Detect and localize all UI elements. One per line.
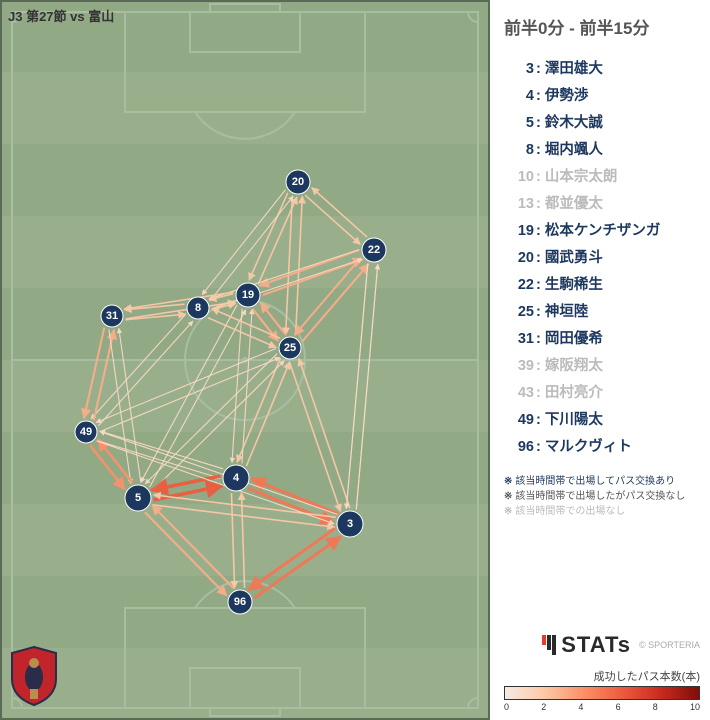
player-row-20: 20:國武勇斗 [504,246,700,267]
svg-text:96: 96 [234,596,246,608]
player-num: 13 [504,196,534,212]
player-num: 8 [504,142,534,158]
player-num: 43 [504,385,534,401]
player-row-96: 96:マルクヴィト [504,435,700,456]
player-num: 19 [504,223,534,239]
player-row-19: 19:松本ケンチザンガ [504,219,700,240]
player-num: 49 [504,412,534,428]
stats-logo-icon: STATs [542,632,631,658]
player-name: 田村亮介 [545,381,603,402]
svg-text:5: 5 [135,492,141,504]
player-num: 22 [504,277,534,293]
player-num: 25 [504,304,534,320]
svg-text:49: 49 [80,426,92,438]
colorbar-tick: 4 [578,702,583,712]
player-name: 下川陽太 [545,408,603,429]
stats-text: STATs [561,632,631,658]
legend: ※該当時間帯で出場してパス交換あり※該当時間帯で出場したがパス交換なし※該当時間… [504,474,700,519]
player-list: 3:澤田雄大 4:伊勢渉 5:鈴木大誠 8:堀内颯人 10:山本宗太朗 13:都並優太 19… [504,57,700,456]
player-name: 鈴木大誠 [545,111,603,132]
player-num: 96 [504,439,534,455]
player-row-43: 43:田村亮介 [504,381,700,402]
player-row-5: 5:鈴木大誠 [504,111,700,132]
colorbar [504,686,700,700]
time-period: 前半0分 - 前半15分 [504,14,700,39]
player-num: 39 [504,358,534,374]
player-num: 31 [504,331,534,347]
player-row-8: 8:堀内颯人 [504,138,700,159]
player-name: 嫁阪翔太 [545,354,603,375]
player-row-49: 49:下川陽太 [504,408,700,429]
svg-text:25: 25 [284,342,296,354]
player-row-13: 13:都並優太 [504,192,700,213]
svg-text:4: 4 [233,472,240,484]
player-num: 20 [504,250,534,266]
brand-row: STATs © SPORTERIA [504,632,700,658]
player-name: 堀内颯人 [545,138,603,159]
svg-text:19: 19 [242,289,254,301]
legend-line: ※該当時間帯での出場なし [504,504,700,519]
club-logo [8,645,60,712]
colorbar-tick: 8 [653,702,658,712]
svg-text:20: 20 [292,176,304,188]
player-num: 5 [504,115,534,131]
player-row-10: 10:山本宗太朗 [504,165,700,186]
colorbar-tick: 2 [541,702,546,712]
player-name: 岡田優希 [545,327,603,348]
credit: © SPORTERIA [639,640,700,650]
player-num: 4 [504,88,534,104]
player-name: 山本宗太朗 [545,165,618,186]
player-row-31: 31:岡田優希 [504,327,700,348]
side-panel: 前半0分 - 前半15分 3:澤田雄大 4:伊勢渉 5:鈴木大誠 8:堀内颯人 10:山… [490,0,710,720]
colorbar-tick: 0 [504,702,509,712]
match-title: J3 第27節 vs 富山 [8,6,114,25]
colorbar-tick: 6 [616,702,621,712]
player-name: マルクヴィト [545,435,632,456]
player-row-39: 39:嫁阪翔太 [504,354,700,375]
player-name: 松本ケンチザンガ [545,219,661,240]
player-row-22: 22:生駒稀生 [504,273,700,294]
player-name: 都並優太 [545,192,603,213]
player-name: 國武勇斗 [545,246,603,267]
page: J3 第27節 vs 富山 202219831254945396 前半0分 - … [0,0,710,720]
svg-text:22: 22 [368,244,380,256]
club-shield-icon [8,645,60,707]
colorbar-ticks: 0 2 4 6 8 10 [504,702,700,712]
player-name: 神垣陸 [545,300,589,321]
pitch-svg: 20 22 19 8 31 25 49 4 5 3 96 [0,0,490,720]
svg-text:3: 3 [347,518,353,530]
legend-line: ※該当時間帯で出場してパス交換あり [504,474,700,489]
pitch-panel: J3 第27節 vs 富山 20 22 19 8 31 25 49 4 5 3 96 [0,0,490,720]
svg-text:31: 31 [106,310,118,322]
colorbar-label: 成功したパス本数(本) [504,668,700,684]
player-num: 10 [504,169,534,185]
player-row-3: 3:澤田雄大 [504,57,700,78]
player-name: 澤田雄大 [545,57,603,78]
player-row-4: 4:伊勢渉 [504,84,700,105]
player-num: 3 [504,61,534,77]
colorbar-tick: 10 [690,702,700,712]
svg-text:8: 8 [195,302,201,314]
player-name: 伊勢渉 [545,84,589,105]
legend-line: ※該当時間帯で出場したがパス交換なし [504,489,700,504]
player-row-25: 25:神垣陸 [504,300,700,321]
player-name: 生駒稀生 [545,273,603,294]
stats-bars-icon [542,635,556,655]
